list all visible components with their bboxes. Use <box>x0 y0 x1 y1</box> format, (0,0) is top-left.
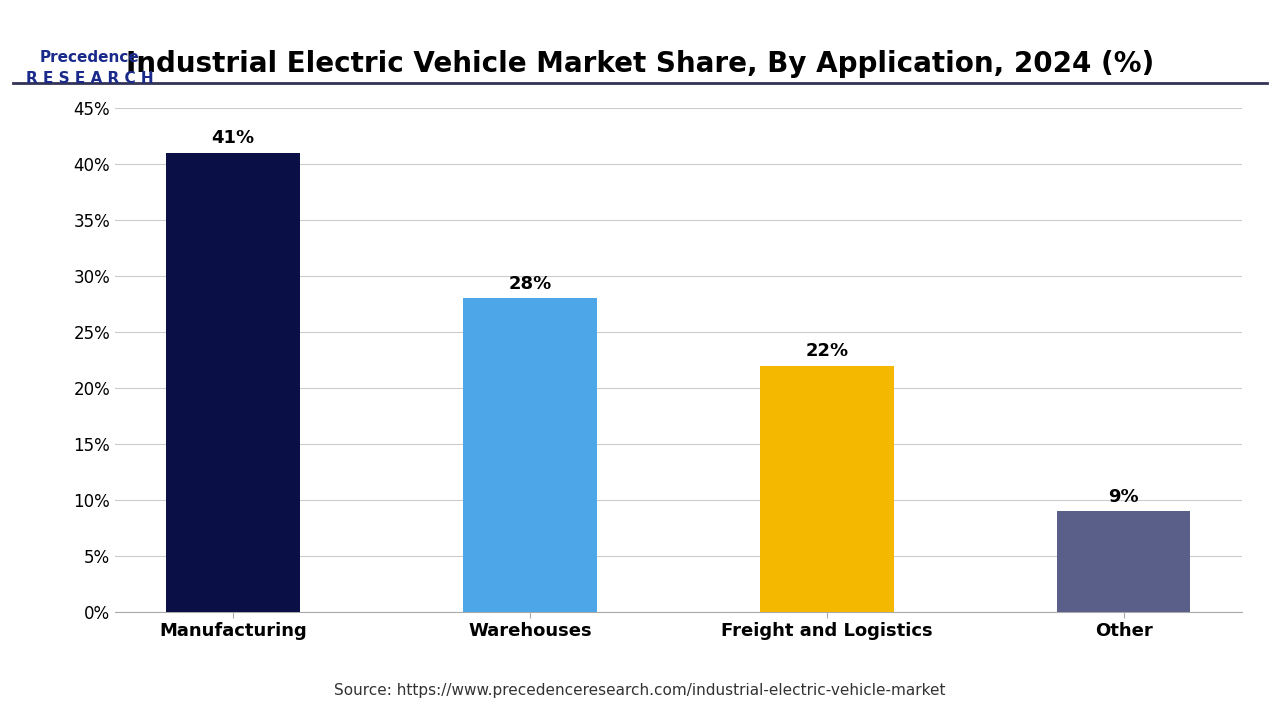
Bar <box>166 153 300 612</box>
Text: Precedence
R E S E A R C H: Precedence R E S E A R C H <box>26 50 154 86</box>
Text: Source: https://www.precedenceresearch.com/industrial-electric-vehicle-market: Source: https://www.precedenceresearch.c… <box>334 683 946 698</box>
Bar <box>1057 511 1190 612</box>
Bar <box>463 298 596 612</box>
Text: 9%: 9% <box>1108 487 1139 505</box>
Text: 28%: 28% <box>508 275 552 293</box>
Text: 41%: 41% <box>211 129 255 147</box>
Text: Industrial Electric Vehicle Market Share, By Application, 2024 (%): Industrial Electric Vehicle Market Share… <box>125 50 1155 78</box>
Bar <box>760 366 893 612</box>
Text: 22%: 22% <box>805 342 849 360</box>
